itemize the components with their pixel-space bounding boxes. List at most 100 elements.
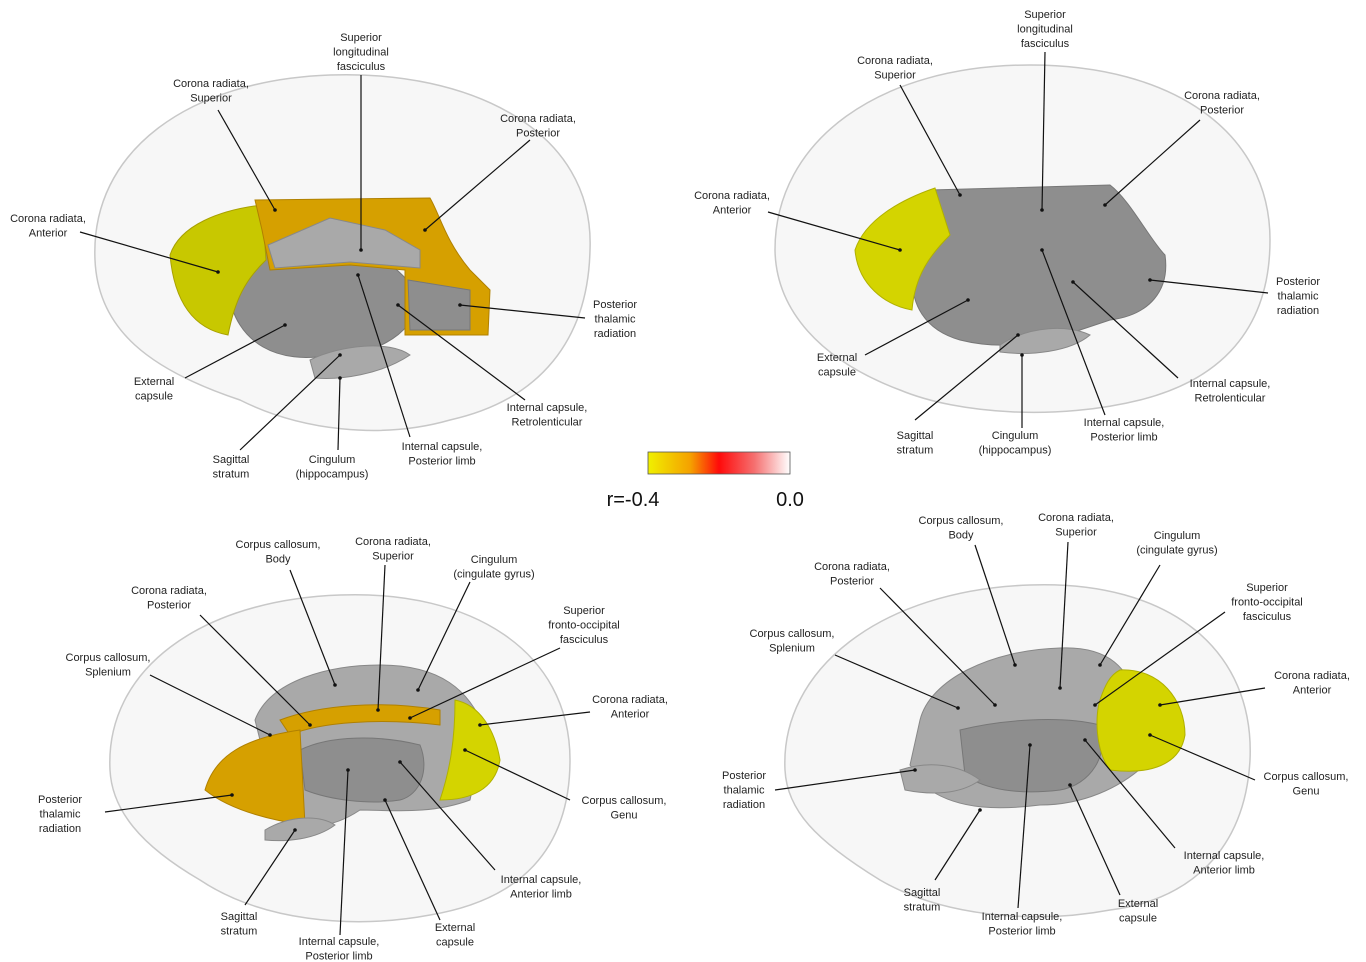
tract-label: Corona radiata, Posterior — [1184, 90, 1260, 117]
label-line: Posterior — [147, 600, 191, 612]
label-line: Body — [265, 554, 291, 566]
label-line: (cingulate gyrus) — [453, 569, 534, 581]
leader-line — [357, 274, 411, 438]
tract-label: Internal capsule, Retrolenticular — [507, 402, 588, 429]
leader-line — [424, 139, 531, 231]
leader-dot — [396, 303, 400, 307]
label-line: Corona radiata, — [500, 113, 576, 125]
label-line: Corpus callosum, — [919, 515, 1004, 527]
tract-label: Internal capsule, Anterior limb — [501, 874, 582, 901]
label-line: Superior — [190, 93, 232, 105]
leader-line — [974, 544, 1016, 666]
tract-label: Posterior thalamic radiation — [722, 770, 766, 811]
tract-label: Internal capsule, Posterior limb — [982, 911, 1063, 938]
leader-dot — [1103, 203, 1107, 207]
leader-line — [1149, 734, 1256, 781]
label-line: Sagittal — [213, 454, 250, 466]
leader-line — [1041, 249, 1106, 416]
leader-dot — [458, 303, 462, 307]
leader-line — [1094, 611, 1226, 706]
leader-line — [417, 581, 471, 691]
leader-dot — [423, 228, 427, 232]
leader-dot — [1083, 738, 1087, 742]
tract-label: External capsule — [1118, 898, 1158, 925]
leader-line — [1084, 739, 1176, 849]
label-line: Anterior — [1293, 685, 1332, 697]
leader-line — [1072, 281, 1179, 379]
leader-dot — [1068, 783, 1072, 787]
leader-line — [377, 564, 386, 711]
label-line: External — [1118, 898, 1158, 910]
label-line: Corpus callosum, — [236, 539, 321, 551]
leader-line — [399, 761, 496, 871]
leader-dot — [283, 323, 287, 327]
leader-line — [879, 587, 996, 706]
label-line: stratum — [904, 902, 941, 914]
label-line: radiation — [1277, 305, 1319, 317]
brain-top-right — [774, 64, 1271, 414]
label-line: Corona radiata, — [694, 190, 770, 202]
leader-line — [864, 299, 969, 356]
leader-dot — [376, 708, 380, 712]
label-line: Corona radiata, — [10, 213, 86, 225]
tract-label: External capsule — [435, 922, 475, 949]
leader-line — [339, 769, 349, 936]
leader-dot — [1013, 663, 1017, 667]
label-line: Posterior — [1200, 105, 1244, 117]
leader-line — [479, 711, 591, 726]
tract-label: Cingulum (cingulate gyrus) — [1136, 530, 1217, 557]
leader-line — [834, 654, 959, 709]
leader-line — [1159, 687, 1266, 706]
label-line: Superior — [372, 551, 414, 563]
leader-dot — [958, 193, 962, 197]
leader-dot — [463, 748, 467, 752]
leader-line — [1149, 279, 1269, 294]
tract-label: Corona radiata, Superior — [173, 78, 249, 105]
label-line: Posterior limb — [988, 926, 1055, 938]
label-line: Corona radiata, — [1184, 90, 1260, 102]
label-line: Posterior — [830, 576, 874, 588]
leader-dot — [408, 716, 412, 720]
label-line: Superior — [340, 32, 382, 44]
leader-dot — [216, 270, 220, 274]
label-line: Internal capsule, — [1184, 850, 1265, 862]
leader-line — [79, 231, 219, 273]
tract-label: External capsule — [817, 352, 857, 379]
tract-label: Posterior thalamic radiation — [593, 299, 637, 340]
tract-label: Sagittal stratum — [897, 430, 934, 457]
label-line: Cingulum — [471, 554, 517, 566]
tract-label: External capsule — [134, 376, 174, 403]
label-line: thalamic — [1278, 291, 1319, 303]
label-line: Superior — [1024, 9, 1066, 21]
tract-label: Internal capsule, Anterior limb — [1184, 850, 1265, 877]
tract-label: Corpus callosum, Splenium — [66, 652, 151, 679]
label-line: fasciculus — [560, 634, 609, 646]
leader-dot — [230, 793, 234, 797]
label-line: Posterior limb — [1090, 432, 1157, 444]
label-line: Anterior — [713, 205, 752, 217]
label-line: Retrolenticular — [1195, 393, 1266, 405]
leader-dot — [416, 688, 420, 692]
label-line: stratum — [897, 445, 934, 457]
label-line: fasciculus — [1021, 38, 1070, 50]
label-line: capsule — [135, 391, 173, 403]
leader-dot — [978, 808, 982, 812]
leader-dot — [478, 723, 482, 727]
tract-label: Corona radiata, Anterior — [10, 213, 86, 240]
label-line: Sagittal — [904, 887, 941, 899]
leader-line — [459, 304, 586, 319]
tract-label: Internal capsule, Retrolenticular — [1190, 378, 1271, 405]
tract-label: Corpus callosum, Genu — [582, 795, 667, 822]
label-line: fasciculus — [1243, 611, 1292, 623]
tract-label: Superior longitudinal fasciculus — [333, 32, 389, 73]
label-line: Anterior limb — [1193, 865, 1255, 877]
label-line: Corona radiata, — [355, 536, 431, 548]
leader-line — [384, 799, 441, 921]
label-line: Superior — [563, 605, 605, 617]
leader-line — [934, 809, 981, 881]
leader-dot — [359, 248, 363, 252]
label-line: Sagittal — [221, 911, 258, 923]
leader-dot — [956, 706, 960, 710]
tract-label: Cingulum (cingulate gyrus) — [453, 554, 534, 581]
